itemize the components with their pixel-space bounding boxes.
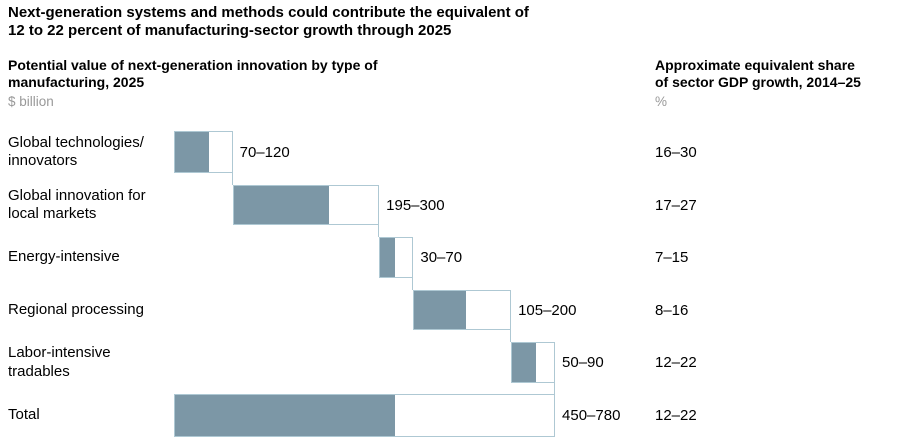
category-label: Global technologies/ innovators	[8, 133, 144, 170]
gdp-share-label: 12–22	[655, 354, 697, 371]
waterfall-connector-line	[510, 330, 512, 342]
category-label: Global innovation for local markets	[8, 186, 146, 223]
range-bar	[174, 131, 233, 173]
bar-low-estimate-segment	[380, 238, 395, 277]
range-bar	[379, 237, 414, 278]
waterfall-connector-line	[412, 278, 414, 290]
category-label: Total	[8, 406, 40, 424]
gdp-share-label: 16–30	[655, 143, 697, 161]
waterfall-connector-line	[554, 383, 556, 394]
range-value-label: 105–200	[518, 301, 577, 319]
bar-low-estimate-segment	[414, 291, 466, 329]
exhibit-title: Next-generation systems and methods coul…	[8, 4, 529, 39]
gdp-share-label: 12–22	[655, 407, 697, 424]
waterfall-connector-line	[378, 225, 380, 237]
range-value-label: 195–300	[386, 196, 445, 214]
range-value-label: 50–90	[562, 354, 604, 371]
right-column-heading: Approximate equivalent share of sector G…	[655, 57, 861, 90]
bar-low-estimate-segment	[233, 186, 329, 224]
category-label: Regional processing	[8, 300, 144, 318]
bar-low-estimate-segment	[175, 132, 210, 172]
range-bar	[511, 342, 556, 383]
range-bar	[174, 394, 556, 437]
range-value-label: 30–70	[420, 249, 463, 266]
category-label: Labor-intensive tradables	[8, 344, 111, 380]
bar-low-estimate-segment	[512, 343, 537, 382]
gdp-share-label: 7–15	[655, 249, 689, 266]
waterfall-connector-line	[231, 173, 233, 185]
range-bar	[232, 185, 380, 225]
gdp-share-label: 17–27	[655, 196, 697, 214]
gdp-share-label: 8–16	[655, 301, 689, 319]
bar-low-estimate-segment	[175, 395, 395, 436]
range-value-label: 450–780	[562, 407, 621, 424]
left-column-unit: $ billion	[8, 94, 54, 109]
category-label: Energy-intensive	[8, 248, 120, 266]
left-column-heading: Potential value of next-generation innov…	[8, 57, 378, 90]
range-bar	[413, 290, 512, 330]
range-value-label: 70–120	[239, 143, 290, 161]
right-column-unit: %	[655, 94, 668, 109]
